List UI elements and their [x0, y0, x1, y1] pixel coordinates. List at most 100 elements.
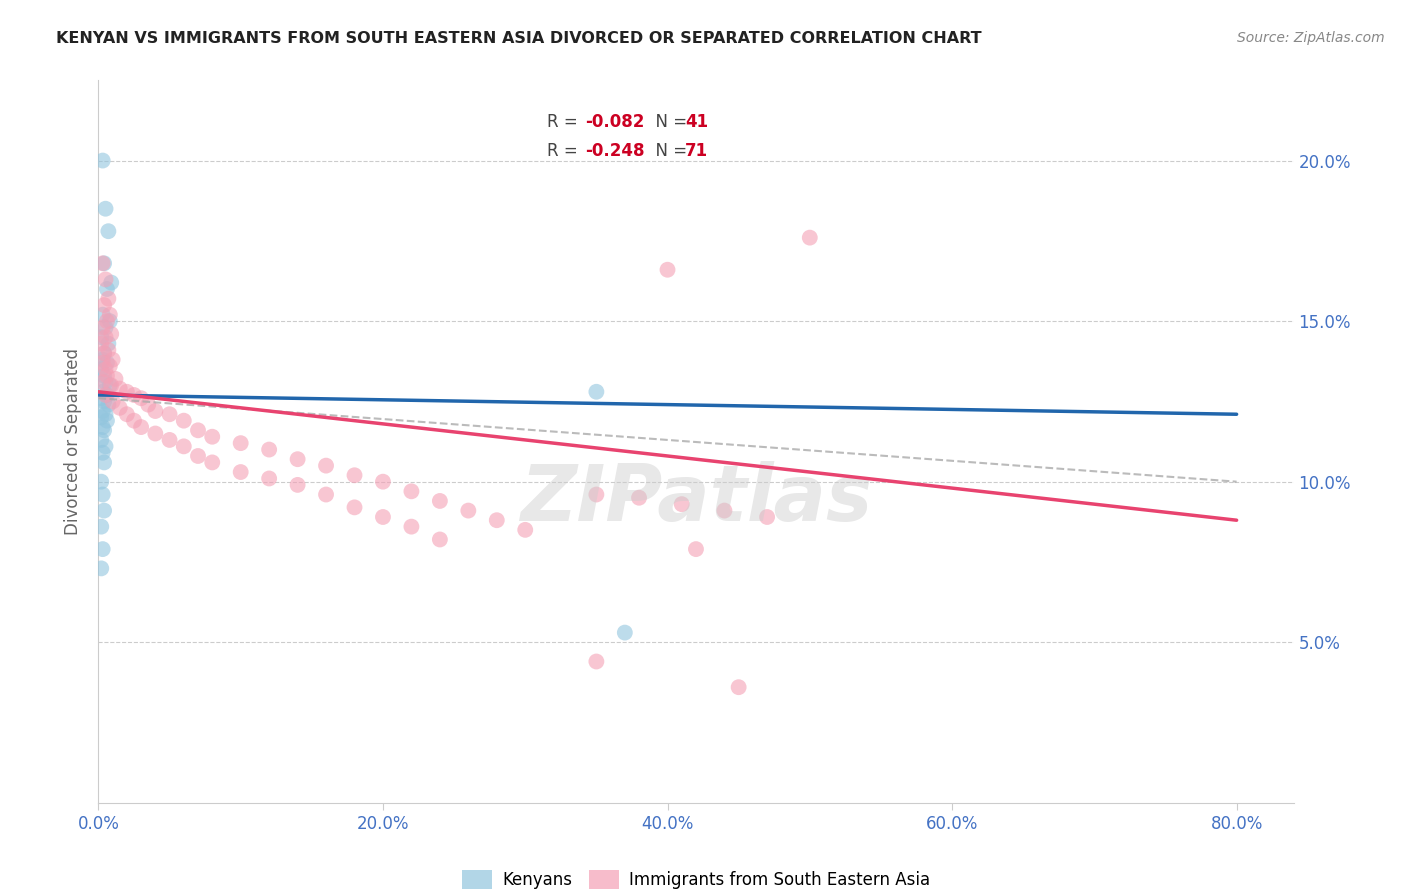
Point — [94, 330, 117, 344]
Point — [756, 510, 779, 524]
Point — [585, 384, 607, 399]
Point — [187, 423, 209, 437]
Point — [93, 394, 115, 409]
Point — [96, 282, 118, 296]
Point — [91, 404, 114, 418]
Point — [98, 359, 121, 373]
Point — [94, 320, 117, 334]
Point — [93, 346, 115, 360]
Point — [90, 362, 112, 376]
Point — [585, 487, 607, 501]
Point — [713, 503, 735, 517]
Point — [315, 458, 337, 473]
Point — [657, 262, 679, 277]
Point — [143, 426, 166, 441]
Point — [187, 449, 209, 463]
Legend: Kenyans, Immigrants from South Eastern Asia: Kenyans, Immigrants from South Eastern A… — [454, 862, 938, 892]
Point — [97, 336, 120, 351]
Point — [108, 382, 131, 396]
Point — [485, 513, 508, 527]
Point — [96, 314, 118, 328]
Point — [613, 625, 636, 640]
Point — [100, 276, 122, 290]
Point — [96, 414, 118, 428]
Text: Source: ZipAtlas.com: Source: ZipAtlas.com — [1237, 31, 1385, 45]
Point — [94, 388, 117, 402]
Point — [91, 384, 114, 399]
Point — [96, 356, 118, 370]
Point — [98, 308, 121, 322]
Point — [90, 475, 112, 489]
Point — [90, 336, 112, 351]
Point — [685, 542, 707, 557]
Point — [104, 372, 127, 386]
Point — [173, 439, 195, 453]
Point — [98, 314, 121, 328]
Point — [91, 352, 114, 367]
Point — [96, 388, 118, 402]
Point — [94, 375, 117, 389]
Point — [91, 308, 114, 322]
Point — [229, 465, 252, 479]
Point — [799, 230, 821, 244]
Point — [343, 468, 366, 483]
Point — [93, 368, 115, 383]
Point — [727, 680, 749, 694]
Point — [585, 655, 607, 669]
Point — [93, 423, 115, 437]
Point — [94, 202, 117, 216]
Point — [91, 153, 114, 168]
Point — [94, 362, 117, 376]
Point — [91, 320, 114, 334]
Point — [671, 497, 693, 511]
Point — [90, 391, 112, 405]
Point — [287, 452, 309, 467]
Text: R =: R = — [547, 113, 582, 131]
Point — [93, 503, 115, 517]
Point — [257, 442, 280, 457]
Point — [97, 224, 120, 238]
Point — [122, 414, 145, 428]
Text: 71: 71 — [685, 142, 709, 160]
Point — [91, 356, 114, 370]
Point — [96, 368, 118, 383]
Point — [401, 519, 423, 533]
Point — [90, 519, 112, 533]
Point — [343, 500, 366, 515]
Point — [401, 484, 423, 499]
Text: R =: R = — [547, 142, 582, 160]
Point — [515, 523, 537, 537]
Text: -0.248: -0.248 — [585, 142, 644, 160]
Point — [93, 256, 115, 270]
Point — [90, 433, 112, 447]
Point — [129, 420, 152, 434]
Point — [457, 503, 479, 517]
Point — [97, 343, 120, 357]
Text: 41: 41 — [685, 113, 709, 131]
Point — [159, 407, 181, 421]
Point — [94, 439, 117, 453]
Text: N =: N = — [644, 142, 692, 160]
Point — [97, 398, 120, 412]
Y-axis label: Divorced or Separated: Divorced or Separated — [65, 348, 83, 535]
Text: N =: N = — [644, 113, 692, 131]
Point — [136, 398, 159, 412]
Point — [115, 407, 138, 421]
Point — [91, 446, 114, 460]
Point — [143, 404, 166, 418]
Point — [159, 433, 181, 447]
Point — [108, 401, 131, 415]
Point — [91, 375, 114, 389]
Point — [93, 455, 115, 469]
Point — [100, 378, 122, 392]
Point — [229, 436, 252, 450]
Point — [257, 471, 280, 485]
Text: KENYAN VS IMMIGRANTS FROM SOUTH EASTERN ASIA DIVORCED OR SEPARATED CORRELATION C: KENYAN VS IMMIGRANTS FROM SOUTH EASTERN … — [56, 31, 981, 46]
Point — [94, 272, 117, 286]
Point — [93, 346, 115, 360]
Text: ZIPatlas: ZIPatlas — [520, 461, 872, 537]
Point — [91, 256, 114, 270]
Point — [201, 430, 224, 444]
Point — [122, 388, 145, 402]
Point — [91, 487, 114, 501]
